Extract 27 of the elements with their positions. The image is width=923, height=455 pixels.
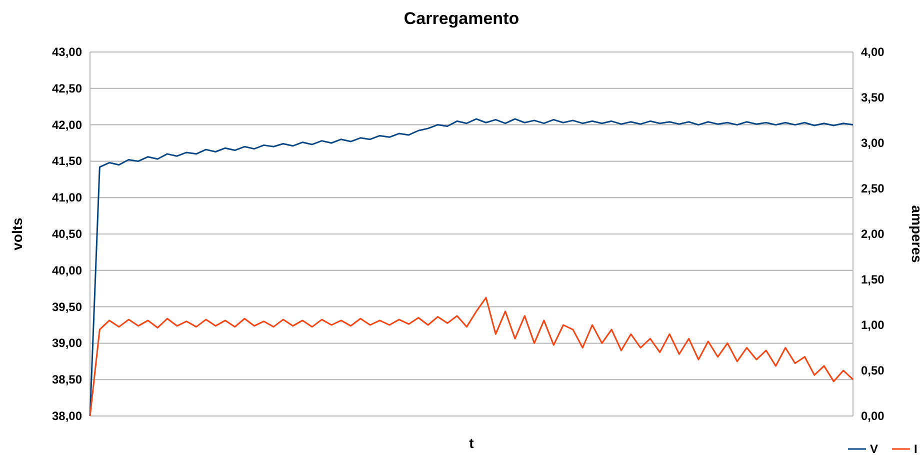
y-tick-label: 41,50 — [52, 154, 82, 168]
y2-tick-label: 2,00 — [861, 227, 885, 241]
y2-tick-label: 3,00 — [861, 136, 885, 150]
x-axis-title: t — [469, 435, 474, 451]
y-tick-label: 43,00 — [52, 45, 82, 59]
y-tick-label: 39,00 — [52, 336, 82, 350]
y2-tick-label: 1,00 — [861, 318, 885, 332]
y-tick-label: 42,00 — [52, 118, 82, 132]
line-series — [89, 296, 854, 417]
y2-tick-label: 1,50 — [861, 272, 885, 286]
y-tick-label: 42,50 — [52, 81, 82, 96]
legend-label: I — [914, 442, 918, 455]
y-tick-label: 41,00 — [52, 190, 82, 205]
y-tick-label: 38,00 — [52, 409, 82, 423]
y2-tick-label: 3,50 — [861, 90, 885, 104]
y-tick-label: 38,50 — [52, 372, 82, 387]
chart-title: Carregamento — [404, 9, 520, 28]
y2-tick-label: 2,50 — [861, 182, 885, 196]
legend-label: V — [870, 442, 878, 455]
y-axis-title: volts — [9, 217, 25, 250]
y-tick-label: 40,50 — [52, 227, 82, 241]
y2-axis-title: amperes — [909, 205, 923, 264]
y2-tick-label: 0,00 — [861, 409, 885, 423]
y-tick-label: 40,00 — [52, 263, 82, 278]
y2-tick-label: 4,00 — [861, 45, 885, 59]
y-tick-label: 39,50 — [52, 300, 82, 314]
y2-tick-label: 0,50 — [861, 364, 885, 378]
